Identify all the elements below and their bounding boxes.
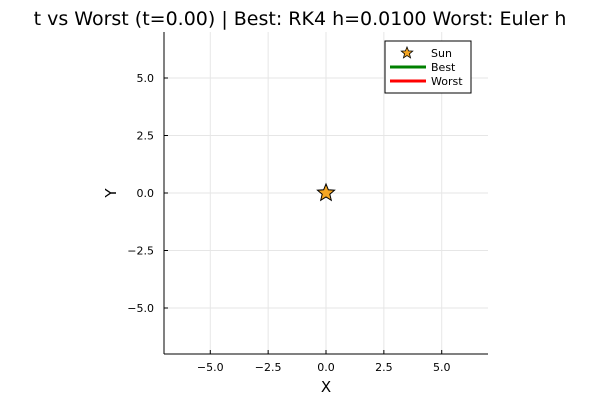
sun-marker [316,182,336,202]
x-tick-label: −2.5 [255,361,282,374]
data-marks [316,182,336,202]
y-tick-label: 2.5 [137,130,155,143]
y-tick-label: −2.5 [127,245,154,258]
x-axis-label: X [321,378,331,396]
y-tick-label: 5.0 [137,72,155,85]
chart-title: t vs Worst (t=0.00) | Best: RK4 h=0.0100… [34,8,567,30]
ticks: −5.0 −2.5 0.0 2.5 5.0 −5.0 −2.5 0.0 2.5 5.0 [127,72,450,374]
legend-sun-symbol [400,45,414,59]
x-tick-label: 0.0 [317,361,335,374]
legend-sun-label: Sun [431,47,452,60]
x-tick-label: 5.0 [433,361,451,374]
y-tick-label: 0.0 [137,187,155,200]
y-tick-label: −5.0 [127,302,154,315]
legend-best-label: Best [431,61,456,74]
y-axis-label: Y [102,188,120,199]
x-tick-label: −5.0 [197,361,224,374]
x-tick-label: 2.5 [375,361,393,374]
legend-worst-label: Worst [431,75,463,88]
